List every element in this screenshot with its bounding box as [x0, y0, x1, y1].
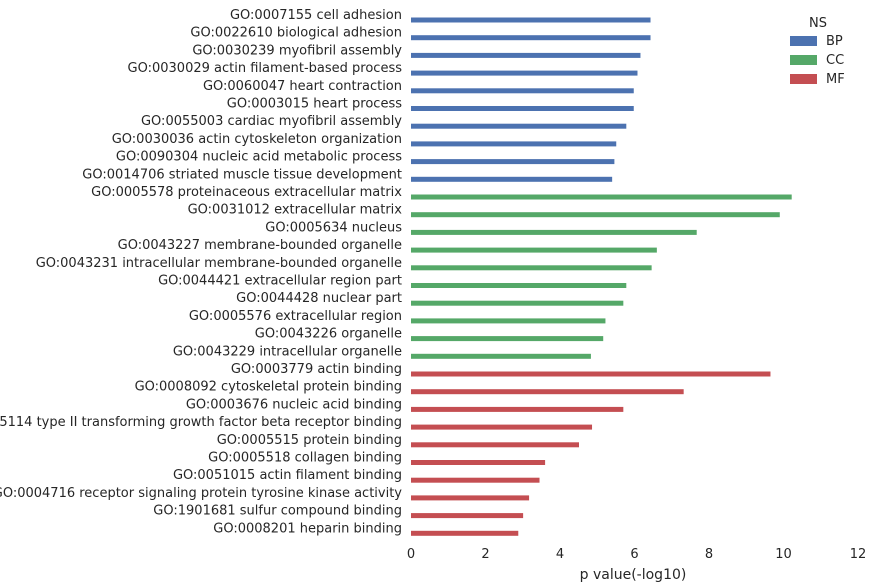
category-label: GO:0003779 actin binding	[231, 362, 402, 377]
category-label: GO:1901681 sulfur compound binding	[153, 504, 402, 519]
legend-entries: BP CC MF	[790, 34, 845, 87]
x-tick-label: 0	[407, 547, 415, 562]
category-label: GO:0044428 nuclear part	[236, 291, 402, 306]
bar-go-0030036	[411, 141, 617, 147]
category-label: GO:0051015 actin filament binding	[173, 468, 402, 483]
bar-go-0005515	[411, 442, 579, 448]
bar-go-0043227	[411, 247, 657, 253]
category-label: GO:0043226 organelle	[255, 327, 402, 342]
x-tick-label: 2	[481, 547, 489, 562]
category-label: GO:0030036 actin cytoskeleton organizati…	[112, 132, 402, 147]
bars-group	[411, 17, 792, 536]
bar-go-0003779	[411, 371, 771, 377]
category-label: GO:0008092 cytoskeletal protein binding	[135, 380, 402, 395]
category-label: GO:0007155 cell adhesion	[230, 8, 402, 23]
bar-go-0005578	[411, 194, 792, 200]
category-label: GO:0005515 protein binding	[217, 433, 402, 448]
category-label: GO:0060047 heart contraction	[203, 79, 402, 94]
category-label: GO:0014706 striated muscle tissue develo…	[82, 167, 402, 182]
legend-swatch-bp	[790, 36, 817, 46]
bar-go-0005576	[411, 318, 606, 324]
bar-go-0030029	[411, 70, 638, 76]
bar-go-0003676	[411, 406, 624, 412]
bar-go-0043231	[411, 265, 652, 271]
bar-go-0005114	[411, 424, 593, 430]
category-label: GO:0044421 extracellular region part	[158, 274, 402, 289]
category-label: GO:0043231 intracellular membrane-bounde…	[36, 256, 402, 271]
bar-go-0060047	[411, 88, 634, 94]
x-axis-label: p value(-log10)	[580, 567, 687, 583]
bar-go-0031012	[411, 212, 780, 218]
bar-go-0008092	[411, 389, 684, 395]
bar-go-0090304	[411, 159, 615, 165]
bar-go-0044428	[411, 300, 624, 306]
legend-label-bp: BP	[826, 34, 843, 49]
bar-go-0005518	[411, 460, 546, 465]
legend-swatch-mf	[790, 74, 817, 84]
category-label: GO:0043227 membrane-bounded organelle	[118, 238, 402, 253]
bar-go-0055003	[411, 123, 627, 129]
category-label: GO:0030239 myofibril assembly	[192, 43, 402, 58]
category-label: GO:0005114 type II transforming growth f…	[0, 415, 402, 430]
bar-go-0007155	[411, 17, 651, 23]
category-label: GO:0031012 extracellular matrix	[188, 203, 403, 218]
legend-swatch-cc	[790, 55, 817, 65]
x-tick-label: 10	[775, 547, 792, 562]
legend-label-cc: CC	[826, 53, 844, 68]
category-labels-group: GO:0007155 cell adhesion GO:0022610 biolo…	[0, 8, 402, 536]
x-tick-label: 12	[850, 547, 867, 562]
category-label: GO:0043229 intracellular organelle	[173, 344, 402, 359]
bar-go-0003015	[411, 106, 634, 111]
bar-go-0044421	[411, 283, 627, 288]
bar-go-0051015	[411, 477, 540, 483]
category-label: GO:0030029 actin filament-based process	[128, 61, 403, 76]
category-label: GO:0022610 biological adhesion	[190, 26, 402, 41]
category-label: GO:0005634 nucleus	[265, 220, 402, 235]
legend-title: NS	[809, 16, 827, 31]
category-label: GO:0005518 collagen binding	[208, 451, 402, 466]
legend-label-mf: MF	[826, 72, 845, 87]
bar-go-0008201	[411, 530, 519, 536]
bar-go-0043229	[411, 353, 591, 359]
bar-go-0043226	[411, 336, 604, 342]
category-label: GO:0003015 heart process	[227, 97, 402, 112]
legend: NS BP CC MF	[790, 16, 845, 87]
x-tick-labels-group: 0 2 4 6 8 10 12	[407, 547, 866, 562]
category-label: GO:0090304 nucleic acid metabolic proces…	[116, 150, 402, 165]
category-label: GO:0008201 heparin binding	[213, 521, 402, 536]
bar-go-0004716	[411, 495, 530, 501]
x-tick-label: 6	[630, 547, 638, 562]
bar-go-0022610	[411, 35, 651, 41]
category-label: GO:0055003 cardiac myofibril assembly	[141, 114, 402, 129]
bar-go-0005634	[411, 229, 697, 235]
bar-go-1901681	[411, 513, 524, 519]
bar-go-0030239	[411, 52, 641, 58]
x-tick-label: 8	[705, 547, 713, 562]
category-label: GO:0003676 nucleic acid binding	[186, 397, 402, 412]
category-label: GO:0004716 receptor signaling protein ty…	[0, 486, 402, 501]
x-tick-label: 4	[556, 547, 564, 562]
category-label: GO:0005578 proteinaceous extracellular m…	[91, 185, 402, 200]
category-label: GO:0005576 extracellular region	[189, 309, 402, 324]
bar-go-0014706	[411, 176, 613, 182]
